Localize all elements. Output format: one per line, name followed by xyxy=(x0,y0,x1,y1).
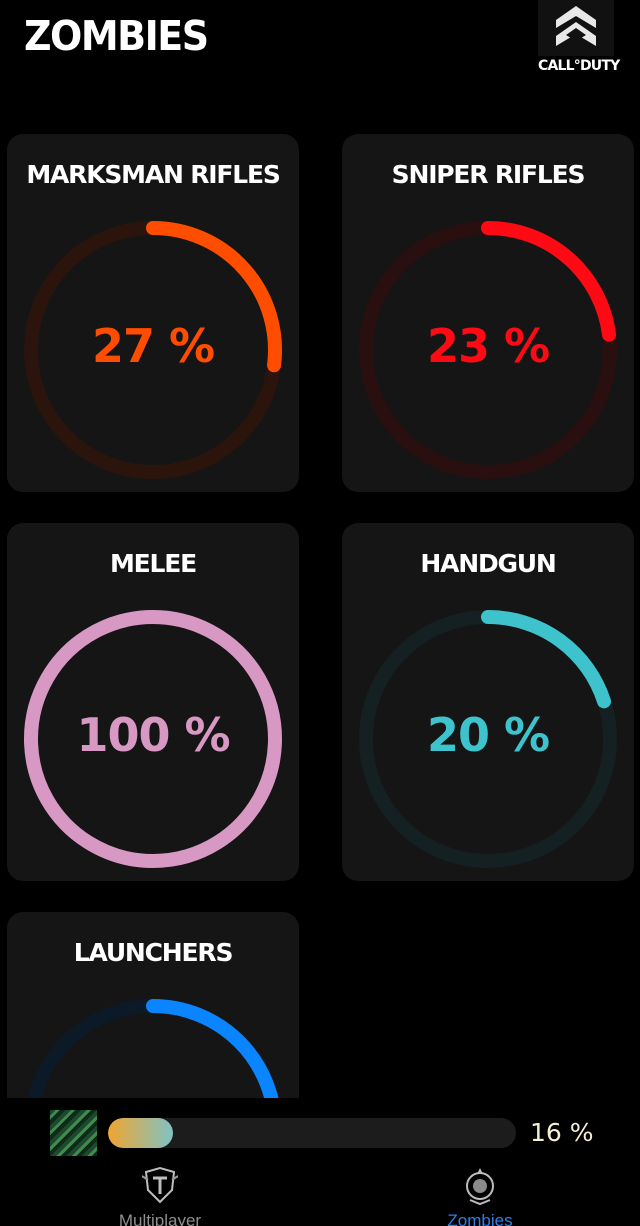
progress-ring xyxy=(27,999,279,1098)
card-sniper-rifles[interactable]: SNIPER RIFLES 23 % xyxy=(342,134,634,492)
multiplayer-emblem-icon xyxy=(142,1166,178,1204)
percent-value: 25 % xyxy=(7,1097,299,1098)
ring-arc xyxy=(481,221,617,342)
card-handgun[interactable]: HANDGUN 20 % xyxy=(342,523,634,881)
total-percent: 16 % xyxy=(530,1118,594,1147)
page-title: ZOMBIES xyxy=(24,12,209,60)
percent-value: 100 % xyxy=(76,708,230,762)
footer: 16 % Multiplayer Zombies xyxy=(0,1098,640,1226)
card-title: MARKSMAN RIFLES xyxy=(26,160,281,189)
total-progress-bar xyxy=(108,1118,516,1148)
progress-ring xyxy=(24,221,282,479)
ring-arc xyxy=(481,610,612,709)
progress-ring xyxy=(23,610,282,868)
total-progress-fill xyxy=(108,1118,174,1148)
call-of-duty-logo: CALL°DUTY xyxy=(538,0,620,78)
call-of-duty-emblem-icon xyxy=(538,0,614,56)
card-marksman-rifles[interactable]: MARKSMAN RIFLES 27 % xyxy=(7,134,299,492)
percent-value: 20 % xyxy=(426,708,550,762)
camo-thumbnail[interactable] xyxy=(50,1110,97,1156)
card-launchers[interactable]: LAUNCHERS 25 % xyxy=(7,912,299,1098)
tab-label: Multiplayer xyxy=(118,1211,202,1226)
ring-track xyxy=(27,999,279,1098)
card-title: LAUNCHERS xyxy=(73,938,234,967)
tab-label: Zombies xyxy=(447,1211,513,1226)
percent-value: 27 % xyxy=(91,319,215,373)
zombies-emblem-icon xyxy=(466,1168,494,1206)
percent-value: 23 % xyxy=(426,319,550,373)
progress-ring xyxy=(359,610,617,868)
ring-arc xyxy=(146,221,282,373)
ring-arc xyxy=(23,610,282,868)
weapon-category-grid[interactable]: MARKSMAN RIFLES 27 % SNIPER RIFLES 23 % … xyxy=(0,90,640,1098)
ring-arc xyxy=(146,999,279,1098)
card-melee[interactable]: MELEE 100 % xyxy=(7,523,299,881)
card-title: HANDGUN xyxy=(420,549,556,578)
logo-text: CALL°DUTY xyxy=(538,58,620,74)
card-title: SNIPER RIFLES xyxy=(391,160,586,189)
progress-ring xyxy=(359,221,617,479)
tab-zombies[interactable]: Zombies xyxy=(380,1166,580,1226)
header: ZOMBIES CALL°DUTY xyxy=(0,0,640,90)
tab-multiplayer[interactable]: Multiplayer xyxy=(60,1166,260,1226)
card-title: MELEE xyxy=(109,549,197,578)
